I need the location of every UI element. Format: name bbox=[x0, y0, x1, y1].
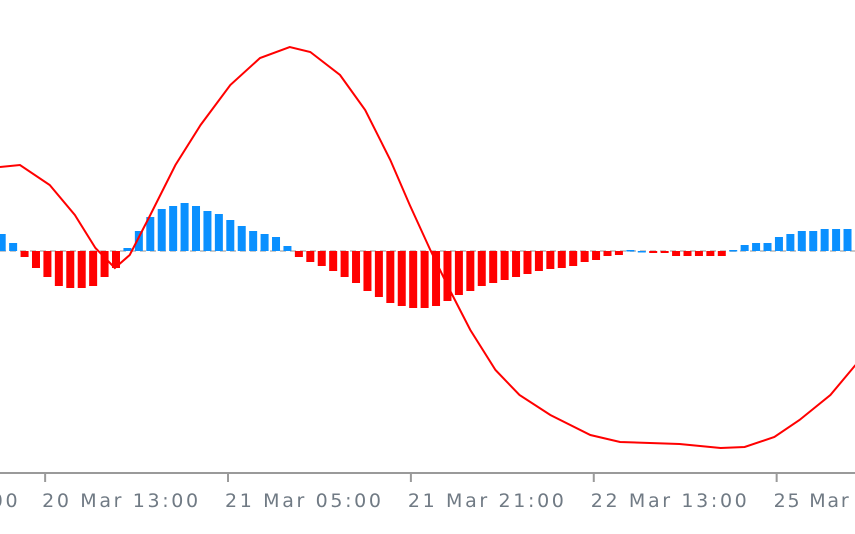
histogram-bar bbox=[9, 243, 18, 251]
histogram-bar bbox=[283, 246, 292, 251]
histogram-bar bbox=[294, 251, 303, 257]
histogram-bar bbox=[729, 250, 738, 252]
histogram-bar bbox=[706, 251, 715, 256]
histogram-bar bbox=[443, 251, 452, 301]
histogram-bar bbox=[317, 251, 326, 266]
histogram-bar bbox=[169, 206, 178, 251]
x-tick-label: 19 Mar 21:00 bbox=[0, 490, 18, 512]
histogram-bar bbox=[557, 251, 566, 268]
histogram-bar bbox=[192, 206, 201, 251]
histogram-bars bbox=[0, 203, 852, 308]
histogram-bar bbox=[237, 226, 246, 251]
histogram-bar bbox=[66, 251, 75, 288]
x-tick-label: 21 Mar 05:00 bbox=[225, 490, 381, 512]
histogram-bar bbox=[0, 234, 6, 251]
histogram-bar bbox=[477, 251, 486, 286]
histogram-bar bbox=[112, 251, 120, 268]
histogram-bar bbox=[820, 229, 829, 251]
histogram-bar bbox=[77, 251, 86, 288]
histogram-bar bbox=[157, 209, 166, 251]
histogram-bar bbox=[432, 251, 441, 306]
histogram-bar bbox=[352, 251, 361, 283]
histogram-bar bbox=[569, 251, 578, 266]
signal-line bbox=[0, 45, 855, 450]
histogram-bar bbox=[637, 251, 646, 253]
histogram-bar bbox=[592, 251, 601, 260]
histogram-bar bbox=[523, 251, 532, 274]
histogram-bar bbox=[603, 251, 612, 256]
histogram-bar bbox=[374, 251, 383, 297]
histogram-bar bbox=[31, 251, 40, 268]
x-tick-label: 22 Mar 13:00 bbox=[591, 490, 747, 512]
histogram-bar bbox=[843, 229, 852, 251]
histogram-bar bbox=[774, 237, 783, 251]
histogram-bar bbox=[740, 245, 749, 251]
histogram-bar bbox=[180, 203, 189, 251]
histogram-bar bbox=[123, 248, 132, 251]
histogram-bar bbox=[626, 250, 635, 252]
histogram-bar bbox=[512, 251, 521, 277]
histogram-bar bbox=[214, 214, 223, 251]
histogram-bar bbox=[832, 229, 841, 251]
histogram-bar bbox=[20, 251, 29, 257]
histogram-bar bbox=[797, 231, 806, 251]
histogram-bar bbox=[500, 251, 509, 280]
x-axis-ticks: 19 Mar 21:00 20 Mar 13:00 21 Mar 05:00 21 M… bbox=[0, 474, 849, 512]
histogram-bar bbox=[226, 220, 235, 251]
histogram-bar bbox=[466, 251, 475, 291]
histogram-bar bbox=[809, 231, 818, 251]
histogram-bar bbox=[546, 251, 555, 269]
histogram-bar bbox=[203, 211, 212, 251]
histogram-bar bbox=[717, 251, 726, 256]
histogram-bar bbox=[614, 251, 623, 255]
histogram-bar bbox=[409, 251, 418, 308]
histogram-bar bbox=[260, 234, 269, 251]
histogram-bar bbox=[146, 217, 155, 251]
histogram-bar bbox=[580, 251, 589, 262]
histogram-bar bbox=[489, 251, 498, 283]
histogram-bar bbox=[683, 251, 692, 256]
x-tick-label: 20 Mar 13:00 bbox=[42, 490, 198, 512]
histogram-bar bbox=[454, 251, 463, 295]
histogram-bar bbox=[694, 251, 703, 256]
histogram-bar bbox=[329, 251, 338, 271]
histogram-bar bbox=[363, 251, 372, 291]
histogram-bar bbox=[534, 251, 543, 271]
histogram-bar bbox=[386, 251, 395, 303]
histogram-bar bbox=[43, 251, 52, 277]
histogram-bar bbox=[660, 251, 669, 253]
histogram-bar bbox=[649, 251, 658, 253]
histogram-bar bbox=[752, 243, 761, 251]
histogram-bar bbox=[134, 231, 143, 251]
histogram-bar bbox=[340, 251, 349, 277]
x-tick-label: 25 Mar bbox=[774, 490, 849, 512]
histogram-bar bbox=[89, 251, 98, 286]
histogram-bar bbox=[420, 251, 429, 308]
histogram-bar bbox=[672, 251, 681, 256]
histogram-bar bbox=[397, 251, 406, 306]
x-tick-label: 21 Mar 21:00 bbox=[408, 490, 564, 512]
histogram-bar bbox=[763, 243, 772, 251]
histogram-bar bbox=[272, 237, 281, 251]
histogram-bar bbox=[100, 251, 109, 277]
histogram-bar bbox=[786, 234, 795, 251]
histogram-bar bbox=[249, 231, 258, 251]
histogram-bar bbox=[54, 251, 63, 286]
histogram-bar bbox=[306, 251, 315, 262]
